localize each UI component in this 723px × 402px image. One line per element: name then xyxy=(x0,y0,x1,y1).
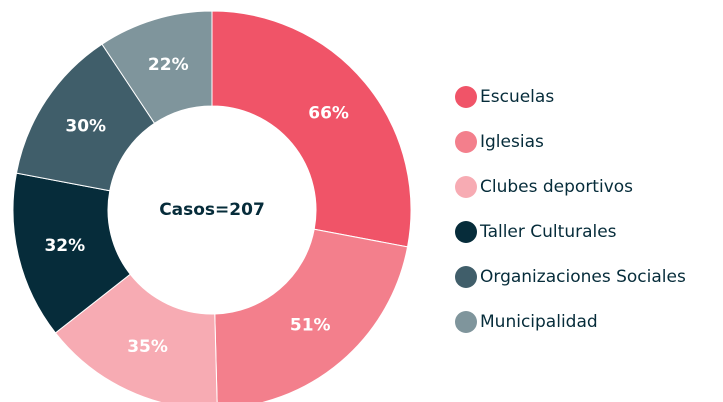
slice-label: 32% xyxy=(44,236,85,256)
slice-label: 35% xyxy=(127,337,168,357)
legend-swatch xyxy=(455,311,477,333)
legend-label: Escuelas xyxy=(480,87,554,107)
legend-label: Clubes deportivos xyxy=(480,177,633,197)
donut-slice xyxy=(214,228,409,402)
legend-swatch xyxy=(455,176,477,198)
legend-swatch xyxy=(455,131,477,153)
slice-label: 51% xyxy=(290,315,331,335)
legend-label: Organizaciones Sociales xyxy=(480,267,686,287)
legend-label: Municipalidad xyxy=(480,312,598,332)
donut-slice xyxy=(211,10,412,248)
slice-label: 30% xyxy=(65,116,106,136)
legend-swatch xyxy=(455,86,477,108)
slice-label: 66% xyxy=(308,103,349,123)
legend-swatch xyxy=(455,266,477,288)
center-label: Casos=207 xyxy=(159,200,265,220)
slice-label: 22% xyxy=(148,55,189,75)
legend-label: Iglesias xyxy=(480,132,544,152)
legend-swatch xyxy=(455,221,477,243)
legend-label: Taller Culturales xyxy=(479,222,617,242)
donut-slice xyxy=(101,10,213,125)
